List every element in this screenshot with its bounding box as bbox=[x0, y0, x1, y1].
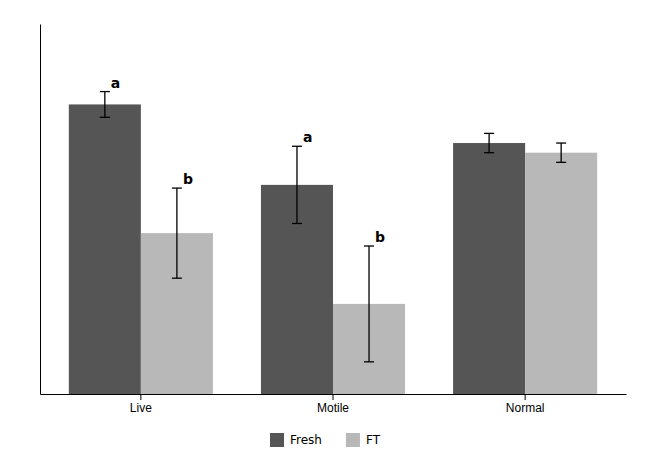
error-cap bbox=[484, 133, 494, 134]
error-line bbox=[561, 143, 562, 162]
error-cap bbox=[100, 91, 110, 92]
significance-label: a bbox=[111, 75, 120, 91]
legend-label: Fresh bbox=[290, 433, 322, 447]
error-line bbox=[368, 246, 369, 362]
error-cap bbox=[484, 152, 494, 153]
error-bar bbox=[100, 92, 110, 118]
error-bar bbox=[484, 133, 494, 152]
bar bbox=[69, 104, 141, 394]
error-bar bbox=[556, 143, 566, 162]
x-tick-mark bbox=[140, 394, 141, 400]
significance-label: b bbox=[183, 171, 193, 187]
error-cap bbox=[364, 361, 374, 362]
legend-item: FT bbox=[346, 433, 381, 447]
legend-label: FT bbox=[366, 433, 381, 447]
x-tick-mark bbox=[333, 394, 334, 400]
legend-swatch bbox=[346, 433, 360, 447]
plot: a a b b Live Motile Normal bbox=[41, 25, 627, 415]
error-cap bbox=[556, 142, 566, 143]
error-line bbox=[176, 188, 177, 278]
error-cap bbox=[172, 187, 182, 188]
x-axis: Live Motile Normal bbox=[41, 394, 627, 415]
error-bar bbox=[292, 146, 302, 223]
error-line bbox=[104, 92, 105, 118]
error-cap bbox=[292, 146, 302, 147]
legend-item: Fresh bbox=[270, 433, 322, 447]
annotations: a a b b bbox=[111, 75, 385, 245]
x-tick: Normal bbox=[506, 394, 545, 415]
error-cap bbox=[556, 162, 566, 163]
series-bars bbox=[141, 143, 597, 394]
y-axis bbox=[40, 25, 41, 395]
marks bbox=[69, 92, 597, 394]
y-axis-line bbox=[40, 25, 41, 395]
significance-label: b bbox=[375, 229, 385, 245]
x-tick-mark bbox=[525, 394, 526, 400]
error-bar bbox=[172, 188, 182, 278]
error-cap bbox=[292, 223, 302, 224]
error-line bbox=[488, 133, 489, 152]
x-tick-label: Normal bbox=[506, 401, 545, 415]
error-cap bbox=[172, 278, 182, 279]
x-tick: Motile bbox=[317, 394, 349, 415]
error-cap bbox=[100, 117, 110, 118]
series-bars bbox=[69, 92, 525, 394]
x-tick-label: Motile bbox=[317, 401, 349, 415]
legend-swatch bbox=[270, 433, 284, 447]
error-line bbox=[296, 146, 297, 223]
bar bbox=[525, 153, 597, 394]
chart: a a b b Live Motile Normal Fresh FT bbox=[0, 0, 650, 474]
x-tick: Live bbox=[130, 394, 152, 415]
error-bar bbox=[364, 246, 374, 362]
error-cap bbox=[364, 245, 374, 246]
legend: Fresh FT bbox=[270, 433, 381, 447]
x-tick-label: Live bbox=[130, 401, 152, 415]
bar bbox=[453, 143, 525, 394]
significance-label: a bbox=[303, 129, 312, 145]
